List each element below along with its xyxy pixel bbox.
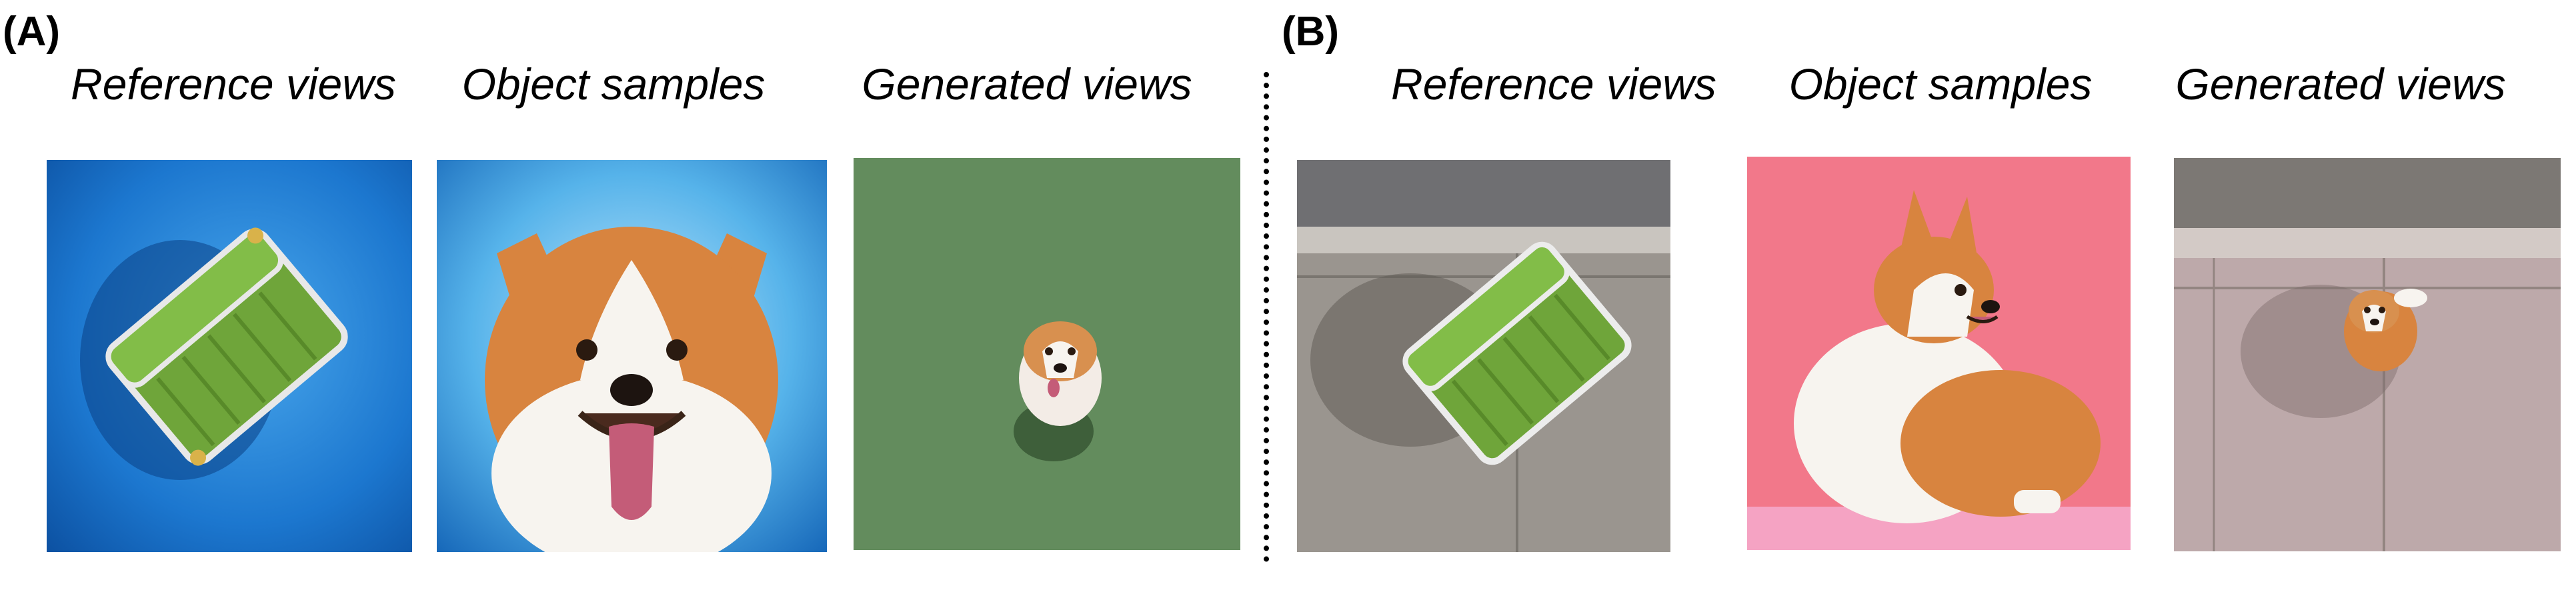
image-a-corgi-face [437, 160, 827, 552]
caption-b-object-samples: Object samples [1788, 59, 2093, 109]
panel-divider [1264, 72, 1269, 562]
panel-label-b: (B) [1282, 9, 1340, 55]
image-a-reference-chair [47, 160, 412, 552]
image-a-generated-corgi [854, 158, 1240, 550]
caption-b-generated-views: Generated views [2175, 59, 2506, 109]
panel-label-a: (A) [3, 9, 61, 55]
caption-a-reference-views: Reference views [71, 59, 396, 109]
image-b-generated-corgi [2174, 158, 2561, 551]
caption-a-object-samples: Object samples [461, 59, 766, 109]
caption-a-generated-views: Generated views [862, 59, 1192, 109]
caption-b-reference-views: Reference views [1391, 59, 1716, 109]
image-b-corgi-sitting [1747, 157, 2131, 550]
image-b-reference-chair [1297, 160, 1670, 552]
